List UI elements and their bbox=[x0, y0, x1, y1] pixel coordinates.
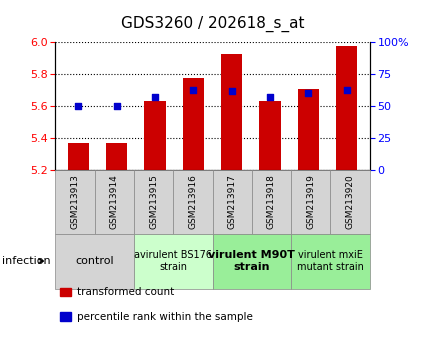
Text: infection: infection bbox=[2, 256, 51, 266]
Text: avirulent BS176
strain: avirulent BS176 strain bbox=[134, 250, 212, 272]
Text: control: control bbox=[75, 256, 114, 266]
Bar bbox=[106, 143, 127, 170]
Text: GDS3260 / 202618_s_at: GDS3260 / 202618_s_at bbox=[121, 16, 304, 32]
Text: virulent mxiE
mutant strain: virulent mxiE mutant strain bbox=[297, 250, 364, 272]
Text: GSM213913: GSM213913 bbox=[71, 174, 79, 229]
Text: GSM213915: GSM213915 bbox=[149, 174, 158, 229]
Text: GSM213916: GSM213916 bbox=[188, 174, 197, 229]
Bar bbox=[68, 143, 89, 170]
Point bbox=[113, 103, 120, 109]
Point bbox=[305, 91, 312, 96]
Point bbox=[228, 88, 235, 94]
Text: GSM213918: GSM213918 bbox=[267, 174, 276, 229]
Point bbox=[75, 103, 82, 109]
Text: virulent M90T
strain: virulent M90T strain bbox=[208, 250, 295, 272]
Text: transformed count: transformed count bbox=[77, 287, 174, 297]
Point bbox=[152, 95, 159, 100]
Bar bbox=[260, 102, 280, 170]
Bar bbox=[183, 78, 204, 170]
Text: percentile rank within the sample: percentile rank within the sample bbox=[77, 312, 253, 322]
Bar bbox=[298, 89, 319, 170]
Point bbox=[190, 87, 197, 92]
Bar bbox=[144, 102, 165, 170]
Text: GSM213914: GSM213914 bbox=[110, 175, 119, 229]
Point bbox=[343, 87, 350, 92]
Point bbox=[266, 95, 273, 100]
Bar bbox=[221, 54, 242, 170]
Text: GSM213920: GSM213920 bbox=[346, 175, 354, 229]
Bar bbox=[336, 46, 357, 170]
Text: GSM213919: GSM213919 bbox=[306, 174, 315, 229]
Text: GSM213917: GSM213917 bbox=[228, 174, 237, 229]
